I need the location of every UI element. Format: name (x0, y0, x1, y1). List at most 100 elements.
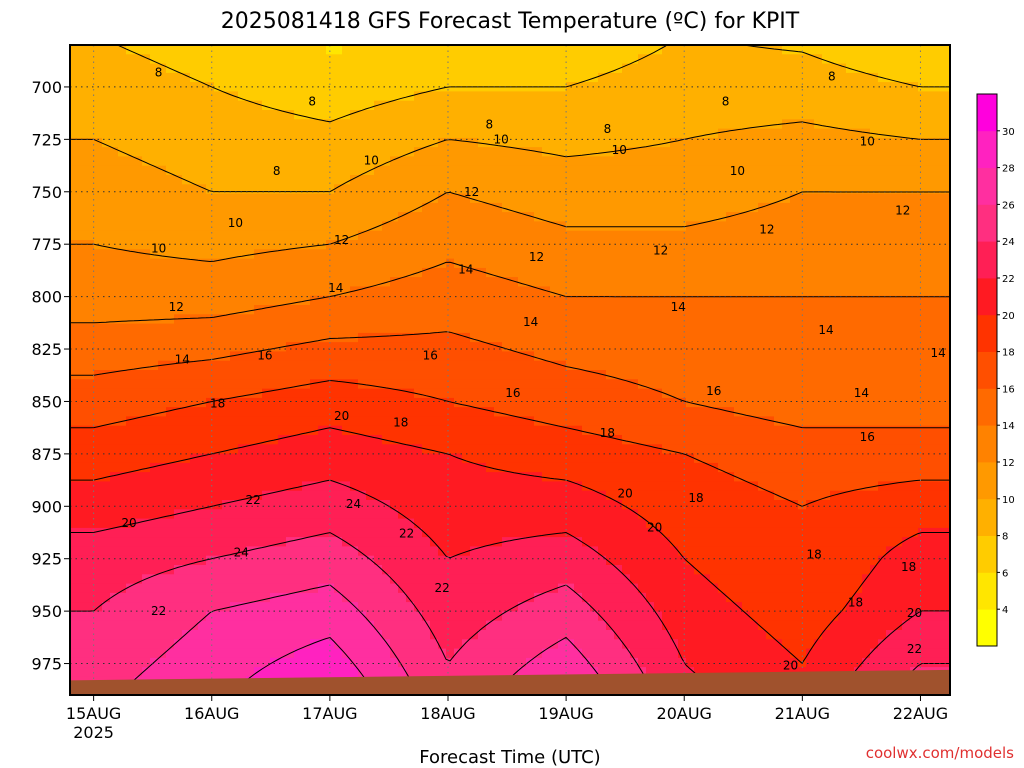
field-cell (422, 323, 431, 334)
field-cell (390, 165, 399, 176)
field-cell (134, 351, 143, 362)
field-cell (406, 258, 415, 269)
field-cell (366, 657, 375, 668)
field-cell (638, 128, 647, 139)
field-cell (582, 314, 591, 325)
field-cell (550, 323, 559, 334)
field-cell (454, 592, 463, 603)
field-cell (278, 490, 287, 501)
field-cell (558, 462, 567, 473)
field-cell (342, 91, 351, 102)
field-cell (406, 407, 415, 417)
field-cell (318, 444, 327, 455)
field-cell (174, 481, 183, 492)
field-cell (142, 444, 151, 455)
field-cell (190, 453, 199, 464)
field-cell (166, 249, 175, 260)
field-cell (78, 212, 87, 222)
field-cell (454, 119, 463, 130)
field-cell (94, 202, 103, 213)
field-cell (198, 425, 207, 436)
field-cell (582, 518, 591, 529)
field-cell (574, 537, 583, 547)
field-cell (510, 388, 519, 399)
field-cell (118, 184, 127, 195)
field-cell (598, 500, 607, 510)
field-cell (614, 323, 623, 334)
field-cell (102, 267, 111, 278)
field-cell (398, 490, 407, 501)
field-cell (78, 490, 87, 501)
field-cell (630, 184, 639, 195)
field-cell (254, 156, 263, 167)
field-cell (494, 128, 503, 139)
field-cell (582, 137, 591, 148)
field-cell (190, 379, 199, 390)
field-cell (638, 137, 647, 148)
field-cell (382, 407, 391, 417)
field-cell (190, 500, 199, 510)
field-cell (70, 323, 79, 334)
field-cell (78, 342, 87, 352)
field-cell (158, 574, 167, 585)
field-cell (342, 202, 351, 213)
field-cell (166, 54, 175, 65)
field-cell (614, 295, 623, 306)
field-cell (334, 639, 343, 650)
field-cell (246, 277, 255, 287)
field-cell (590, 370, 599, 380)
field-cell (286, 137, 295, 148)
field-cell (598, 360, 607, 371)
field-cell (398, 230, 407, 241)
field-cell (502, 630, 511, 640)
field-cell (206, 221, 215, 232)
field-cell (430, 258, 439, 269)
field-cell (94, 267, 103, 278)
field-cell (150, 481, 159, 492)
field-cell (214, 72, 223, 83)
field-cell (358, 481, 367, 492)
field-cell (78, 462, 87, 473)
field-cell (102, 249, 111, 260)
field-cell (550, 342, 559, 352)
field-cell (582, 305, 591, 315)
field-cell (486, 175, 495, 185)
field-cell (366, 72, 375, 83)
field-cell (430, 45, 439, 55)
field-cell (422, 267, 431, 278)
field-cell (422, 407, 431, 417)
field-cell (438, 370, 447, 380)
field-cell (390, 667, 399, 677)
field-cell (598, 667, 607, 677)
field-cell (198, 184, 207, 195)
field-cell (574, 72, 583, 83)
field-cell (318, 657, 327, 668)
field-cell (542, 407, 551, 417)
field-cell (198, 165, 207, 176)
field-cell (382, 518, 391, 529)
field-cell (142, 128, 151, 139)
field-cell (470, 555, 479, 566)
field-cell (182, 249, 191, 260)
field-cell (326, 258, 335, 269)
field-cell (478, 379, 487, 390)
field-cell (526, 435, 535, 445)
field-cell (142, 592, 151, 603)
field-cell (70, 230, 79, 241)
field-cell (190, 212, 199, 222)
field-cell (510, 518, 519, 529)
field-cell (366, 416, 375, 427)
field-cell (622, 202, 631, 213)
field-cell (558, 286, 567, 297)
field-cell (142, 110, 151, 120)
field-cell (222, 351, 231, 362)
field-cell (214, 63, 223, 74)
field-cell (374, 91, 383, 102)
field-cell (390, 472, 399, 482)
field-cell (158, 592, 167, 603)
field-cell (390, 537, 399, 547)
field-cell (606, 63, 615, 74)
field-cell (606, 648, 615, 659)
field-cell (294, 305, 303, 315)
field-cell (550, 490, 559, 501)
